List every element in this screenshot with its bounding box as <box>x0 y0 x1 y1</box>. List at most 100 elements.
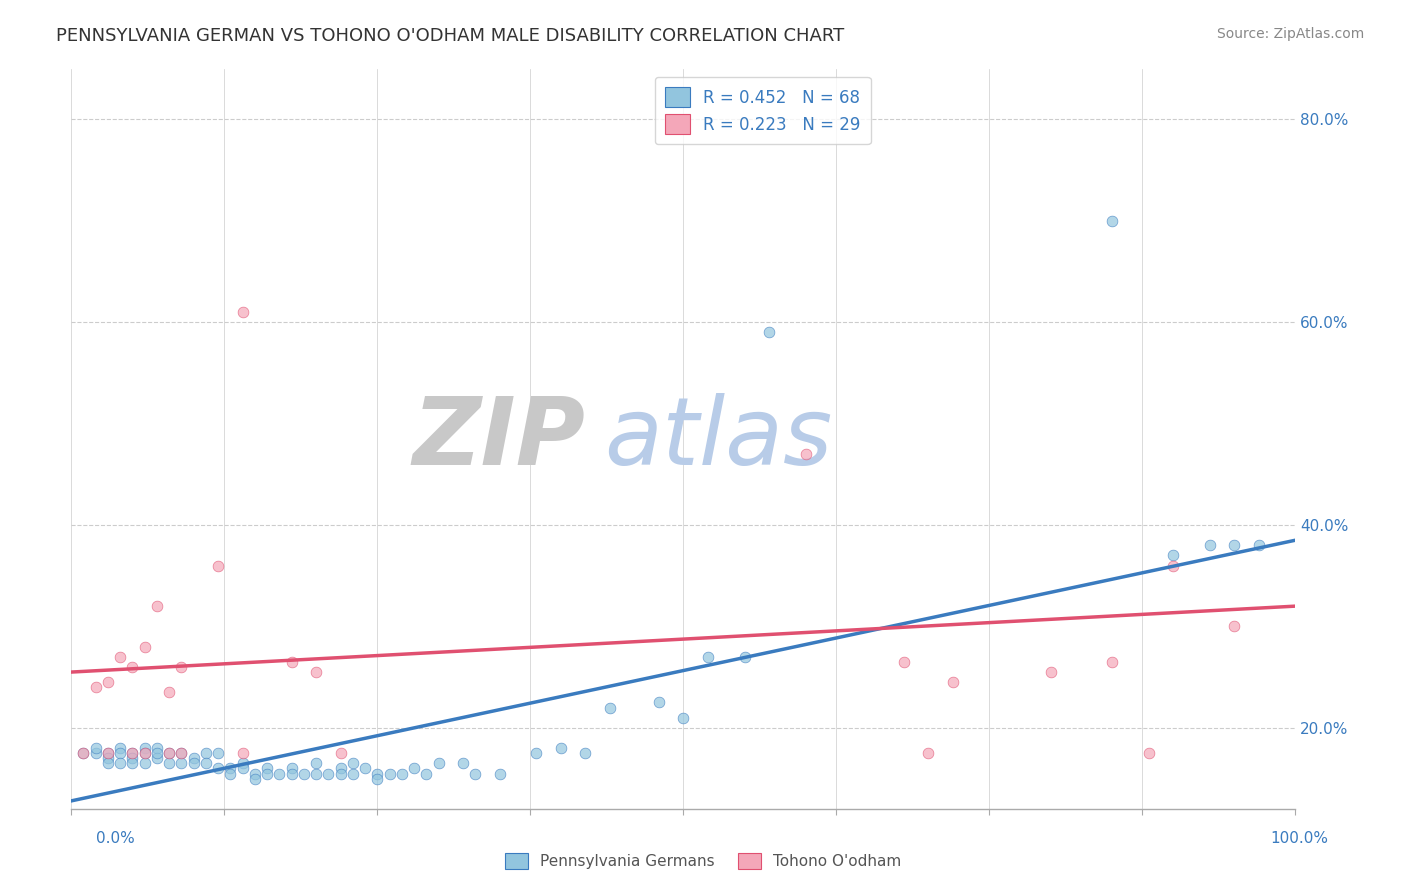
Point <box>157 746 180 760</box>
Point <box>1101 213 1123 227</box>
Point <box>84 746 107 760</box>
Point <box>146 746 169 760</box>
Point <box>157 756 180 771</box>
Legend: R = 0.452   N = 68, R = 0.223   N = 29: R = 0.452 N = 68, R = 0.223 N = 29 <box>655 77 870 145</box>
Point <box>526 746 548 760</box>
Point <box>256 766 278 780</box>
Point <box>243 766 266 780</box>
Point <box>170 756 193 771</box>
Point <box>305 665 328 679</box>
Point <box>269 766 291 780</box>
Point <box>672 711 695 725</box>
Point <box>146 599 169 614</box>
Point <box>183 756 205 771</box>
Point <box>366 772 388 786</box>
Point <box>207 558 229 573</box>
Legend: Pennsylvania Germans, Tohono O'odham: Pennsylvania Germans, Tohono O'odham <box>499 847 907 875</box>
Point <box>134 741 156 756</box>
Point <box>366 766 388 780</box>
Text: atlas: atlas <box>603 393 832 484</box>
Point <box>354 761 377 775</box>
Point <box>207 761 229 775</box>
Point <box>280 766 302 780</box>
Point <box>243 772 266 786</box>
Point <box>1161 549 1184 563</box>
Point <box>134 746 156 760</box>
Point <box>170 660 193 674</box>
Point <box>280 761 302 775</box>
Text: ZIP: ZIP <box>412 392 585 484</box>
Point <box>942 675 965 690</box>
Point <box>134 756 156 771</box>
Point <box>157 685 180 699</box>
Point <box>84 680 107 694</box>
Point <box>146 751 169 765</box>
Point <box>108 649 131 664</box>
Point <box>84 741 107 756</box>
Point <box>97 756 120 771</box>
Point <box>1161 558 1184 573</box>
Point <box>1137 746 1160 760</box>
Point <box>72 746 94 760</box>
Point <box>329 766 352 780</box>
Point <box>794 447 817 461</box>
Text: 0.0%: 0.0% <box>96 831 135 846</box>
Point <box>121 756 143 771</box>
Point <box>1198 538 1220 552</box>
Point <box>97 675 120 690</box>
Point <box>207 746 229 760</box>
Point <box>599 700 621 714</box>
Point <box>134 640 156 654</box>
Point <box>574 746 596 760</box>
Point <box>427 756 450 771</box>
Point <box>194 756 217 771</box>
Point <box>157 746 180 760</box>
Point <box>232 305 254 319</box>
Point <box>97 751 120 765</box>
Point <box>917 746 939 760</box>
Point <box>292 766 315 780</box>
Point <box>97 746 120 760</box>
Point <box>219 761 242 775</box>
Point <box>329 761 352 775</box>
Point <box>232 761 254 775</box>
Point <box>72 746 94 760</box>
Point <box>734 649 756 664</box>
Point <box>108 746 131 760</box>
Point <box>170 746 193 760</box>
Text: PENNSYLVANIA GERMAN VS TOHONO O'ODHAM MALE DISABILITY CORRELATION CHART: PENNSYLVANIA GERMAN VS TOHONO O'ODHAM MA… <box>56 27 845 45</box>
Point <box>183 751 205 765</box>
Point <box>134 746 156 760</box>
Point <box>488 766 510 780</box>
Point <box>146 741 169 756</box>
Point <box>108 756 131 771</box>
Point <box>305 756 328 771</box>
Text: Source: ZipAtlas.com: Source: ZipAtlas.com <box>1216 27 1364 41</box>
Point <box>391 766 413 780</box>
Point <box>108 741 131 756</box>
Text: 100.0%: 100.0% <box>1271 831 1329 846</box>
Point <box>342 756 364 771</box>
Point <box>121 660 143 674</box>
Point <box>170 746 193 760</box>
Point <box>451 756 474 771</box>
Point <box>121 746 143 760</box>
Point <box>219 766 242 780</box>
Point <box>1039 665 1062 679</box>
Point <box>648 696 671 710</box>
Point <box>305 766 328 780</box>
Point <box>256 761 278 775</box>
Point <box>402 761 425 775</box>
Point <box>342 766 364 780</box>
Point <box>1223 619 1246 633</box>
Point <box>696 649 718 664</box>
Point <box>194 746 217 760</box>
Point <box>1247 538 1270 552</box>
Point <box>1223 538 1246 552</box>
Point <box>97 746 120 760</box>
Point <box>415 766 437 780</box>
Point <box>280 655 302 669</box>
Point <box>378 766 401 780</box>
Point <box>232 756 254 771</box>
Point <box>1101 655 1123 669</box>
